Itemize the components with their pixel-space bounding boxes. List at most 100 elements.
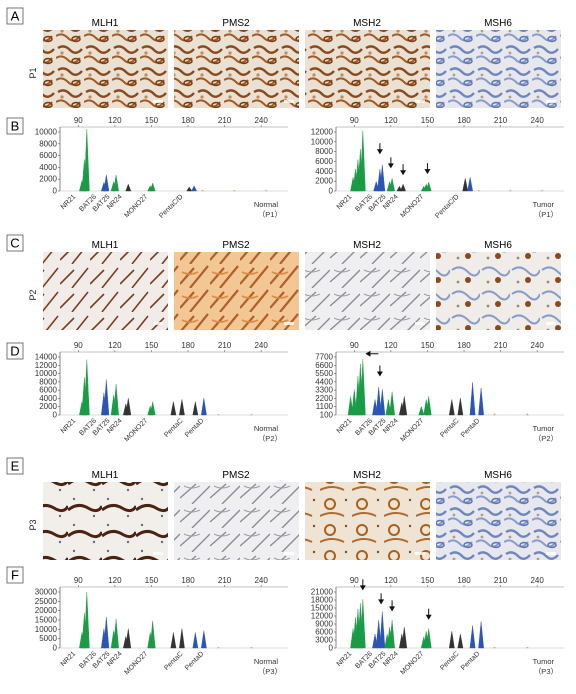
x-tick-label: 120 — [384, 341, 398, 350]
x-tick-label: 150 — [145, 576, 159, 585]
y-tick-label: 12000 — [311, 612, 334, 621]
peak — [84, 359, 90, 416]
y-tick-label: 2200 — [315, 394, 333, 403]
y-tick-label: 4000 — [39, 394, 57, 403]
panel-letter: C — [10, 236, 19, 251]
peak — [457, 397, 464, 416]
y-tick-label: 8000 — [39, 377, 57, 386]
scale-bar — [284, 552, 294, 555]
x-tick-label: 150 — [145, 116, 159, 125]
peak — [101, 181, 107, 192]
panel-letter: D — [10, 344, 19, 359]
chart-footer-sample: Tumor — [533, 657, 555, 666]
ihc-image-mlh1 — [43, 30, 168, 108]
scale-bar — [546, 100, 556, 103]
marker-label: PentaC/D — [158, 193, 184, 219]
marker-label: PentaD — [184, 650, 205, 671]
marker-label: NR21 — [336, 650, 354, 668]
peak — [110, 181, 117, 192]
chart-D-tumor: 90 120 150 180 210 240 10011002200330044005500… — [315, 341, 564, 443]
marker-label: NR21 — [60, 417, 78, 435]
peak — [232, 189, 237, 192]
marker-label: PentaC/D — [434, 193, 460, 219]
ihc-image-mlh1 — [43, 482, 168, 560]
scale-bar — [153, 322, 163, 325]
marker-label: PentaC — [439, 417, 460, 438]
chart-footer-patient: （P2） — [258, 434, 282, 443]
x-tick-label: 210 — [218, 341, 232, 350]
panel-letter-box — [6, 457, 24, 475]
chart-footer-patient: （P2） — [534, 434, 558, 443]
y-tick-label: 0 — [53, 411, 58, 420]
x-tick-label: 120 — [108, 576, 122, 585]
chart-footer-sample: Normal — [254, 200, 279, 209]
stain-title: PMS2 — [222, 18, 250, 29]
arrow-head — [424, 169, 431, 175]
x-tick-label: 180 — [181, 116, 195, 125]
arrow-head — [389, 606, 396, 612]
panel-letter: A — [11, 9, 20, 24]
peak — [389, 391, 395, 416]
chart-footer-sample: Tumor — [533, 200, 555, 209]
peak — [170, 632, 177, 649]
peak — [467, 177, 473, 192]
x-tick-label: 150 — [421, 576, 435, 585]
x-tick-label: 180 — [457, 341, 471, 350]
arrow-head — [425, 614, 432, 620]
y-tick-label: 10000 — [35, 625, 58, 634]
y-tick-label: 5500 — [315, 369, 333, 378]
y-tick-label: 12000 — [311, 128, 334, 137]
y-tick-label: 3300 — [315, 386, 333, 395]
arrow-head — [387, 163, 394, 169]
y-tick-label: 15000 — [35, 616, 58, 625]
y-tick-label: 0 — [53, 187, 58, 196]
y-tick-label: 3000 — [315, 636, 333, 645]
marker-label: MONO27 — [399, 417, 425, 443]
y-tick-label: 0 — [329, 187, 334, 196]
chart-footer-patient: （P1） — [258, 210, 282, 219]
y-tick-label: 7700 — [315, 353, 333, 362]
peak — [201, 630, 207, 649]
stain-title: PMS2 — [222, 470, 250, 481]
scale-bar — [153, 552, 163, 555]
y-tick-label: 100 — [320, 411, 334, 420]
peak — [540, 189, 544, 192]
x-tick-label: 180 — [457, 116, 471, 125]
y-tick-label: 4400 — [315, 377, 333, 386]
stain-title: MLH1 — [92, 240, 119, 251]
stain-title: MSH2 — [353, 18, 381, 29]
chart-F-tumor: 90 120 150 180 210 240 03000600090001200015000… — [311, 576, 564, 676]
peak — [147, 185, 154, 192]
peak — [462, 178, 469, 192]
marker-label: NR21 — [336, 193, 354, 211]
peak — [79, 180, 85, 192]
x-tick-label: 180 — [181, 341, 195, 350]
peak — [113, 618, 119, 649]
chart-footer-sample: Normal — [254, 424, 279, 433]
chart-B-tumor: 90 120 150 180 210 240 02000400060008000100001… — [311, 116, 564, 220]
ihc-image-msh2 — [305, 252, 430, 330]
x-tick-label: 120 — [108, 341, 122, 350]
ihc-image-mlh1 — [43, 252, 168, 330]
y-tick-label: 6000 — [315, 157, 333, 166]
ihc-image-msh2 — [305, 30, 430, 108]
peak — [476, 189, 481, 192]
y-tick-label: 8000 — [315, 147, 333, 156]
chart-F-normal: 90 120 150 180 210 240 05000100001500020000250… — [35, 576, 288, 676]
scale-bar — [415, 552, 425, 555]
patient-label: P3 — [28, 519, 38, 530]
y-tick-label: 6000 — [315, 628, 333, 637]
arrow-head — [376, 149, 383, 155]
scale-bar — [153, 100, 163, 103]
x-tick-label: 210 — [218, 116, 232, 125]
peak — [170, 401, 177, 416]
peak — [179, 399, 185, 416]
marker-label: PentaC — [439, 650, 460, 671]
scale-bar — [415, 322, 425, 325]
ihc-image-msh6 — [436, 252, 561, 330]
ihc-image-pms2 — [174, 252, 299, 330]
y-tick-label: 10000 — [35, 128, 58, 137]
y-tick-label: 0 — [329, 644, 334, 653]
x-tick-label: 210 — [494, 116, 508, 125]
peak — [379, 389, 386, 416]
